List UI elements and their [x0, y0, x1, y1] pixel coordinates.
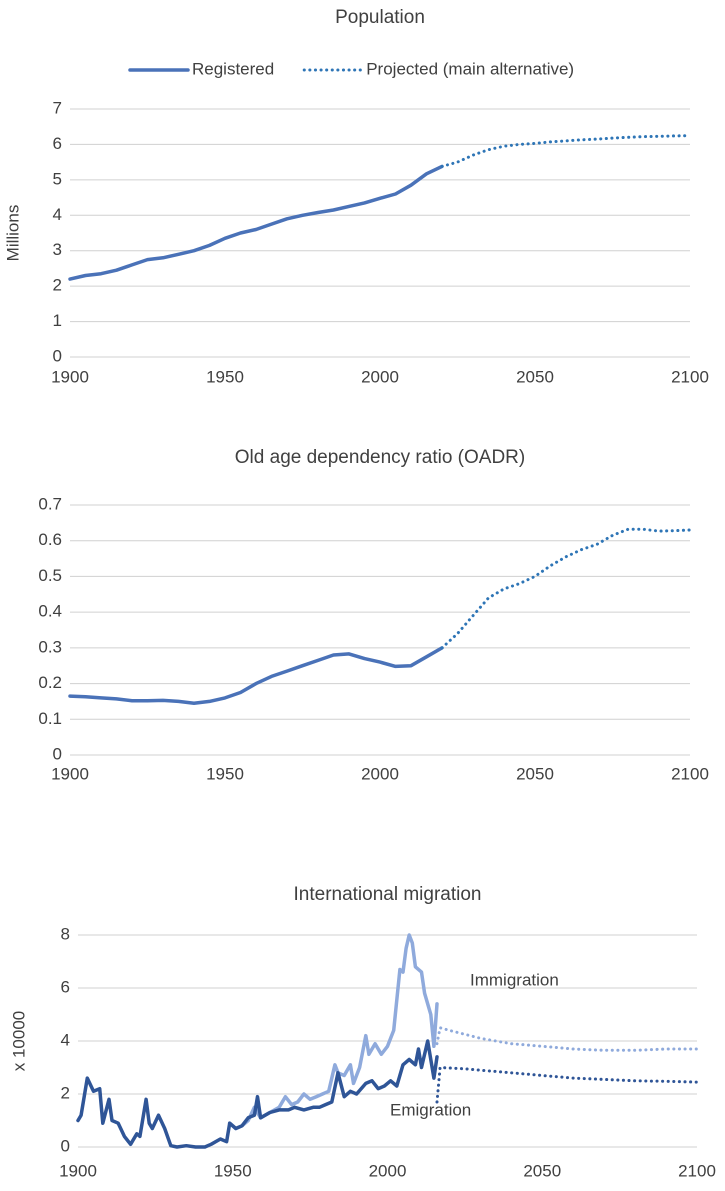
legend-label: Registered — [192, 59, 274, 78]
y-tick-label: 0.1 — [38, 709, 62, 728]
y-tick-label: 2 — [53, 276, 62, 295]
x-tick-label: 1900 — [59, 1161, 97, 1180]
x-tick-label: 2000 — [361, 367, 399, 386]
x-tick-label: 1950 — [214, 1161, 252, 1180]
y-tick-label: 0.6 — [38, 530, 62, 549]
x-tick-label: 2000 — [361, 764, 399, 783]
series-line — [76, 1039, 439, 1149]
y-axis-label: Millions — [3, 205, 22, 262]
chart-title: International migration — [294, 884, 482, 905]
y-tick-label: 0 — [53, 346, 62, 365]
y-tick-label: 8 — [61, 924, 70, 943]
series-line — [435, 1026, 699, 1052]
y-tick-label: 5 — [53, 169, 62, 188]
y-tick-label: 4 — [53, 205, 62, 224]
x-tick-label: 1900 — [51, 367, 89, 386]
series-line — [440, 134, 692, 168]
y-tick-label: 7 — [53, 98, 62, 117]
x-tick-label: 2100 — [671, 764, 709, 783]
series-annotation: Emigration — [390, 1100, 471, 1119]
x-tick-label: 2000 — [369, 1161, 407, 1180]
x-tick-label: 2050 — [516, 367, 554, 386]
chart-title: Population — [335, 7, 425, 28]
x-tick-label: 1900 — [51, 764, 89, 783]
x-tick-label: 2100 — [671, 367, 709, 386]
series-annotation: Immigration — [470, 970, 559, 989]
series-line — [440, 527, 692, 650]
y-tick-label: 0.2 — [38, 673, 62, 692]
legend-label: Projected (main alternative) — [366, 59, 574, 78]
x-tick-label: 1950 — [206, 367, 244, 386]
y-tick-label: 0.4 — [38, 602, 62, 621]
series-line — [435, 1066, 699, 1104]
x-tick-label: 1950 — [206, 764, 244, 783]
y-tick-label: 0.7 — [38, 494, 62, 513]
chart-title: Old age dependency ratio (OADR) — [235, 447, 525, 468]
x-tick-label: 2050 — [523, 1161, 561, 1180]
x-tick-label: 2050 — [516, 764, 554, 783]
y-tick-label: 4 — [61, 1030, 70, 1049]
y-tick-label: 6 — [53, 134, 62, 153]
y-axis-label: x 10000 — [9, 1011, 28, 1072]
series-line — [68, 646, 444, 705]
series-line — [68, 164, 444, 281]
y-tick-label: 1 — [53, 311, 62, 330]
y-tick-label: 0 — [61, 1136, 70, 1155]
y-tick-label: 2 — [61, 1083, 70, 1102]
y-tick-label: 0.5 — [38, 566, 62, 585]
y-tick-label: 0 — [53, 744, 62, 763]
y-tick-label: 3 — [53, 240, 62, 259]
y-tick-label: 6 — [61, 977, 70, 996]
x-tick-label: 2100 — [678, 1161, 716, 1180]
y-tick-label: 0.3 — [38, 637, 62, 656]
